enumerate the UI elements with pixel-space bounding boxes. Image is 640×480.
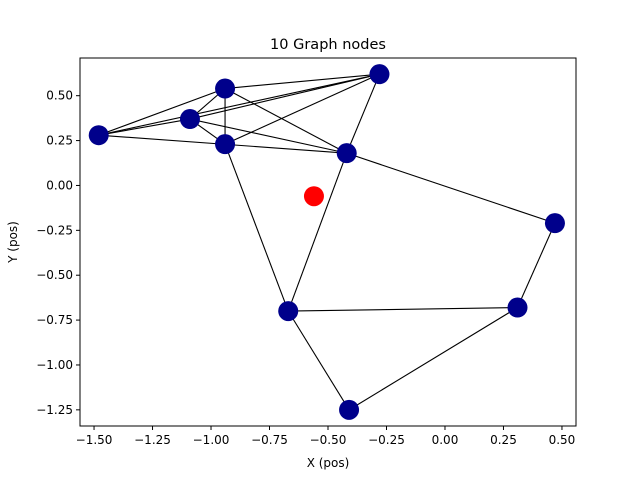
graph-node-0 (88, 125, 109, 146)
y-tick-label: −0.75 (36, 313, 73, 327)
graph-edge-2-5 (224, 88, 347, 154)
graph-edge-7-8 (288, 306, 518, 312)
x-tick-label: −0.75 (251, 433, 288, 447)
y-axis: 0.50 0.25 0.00 −0.25 −0.50 −0.75 −1.00 −1.25 (36, 89, 80, 417)
x-tick-label: −0.50 (310, 433, 347, 447)
x-tick-label: −1.00 (193, 433, 230, 447)
graph-edge-5-6 (346, 152, 556, 224)
graph-edge-2-4 (225, 73, 380, 90)
y-axis-label: Y (pos) (6, 221, 20, 264)
x-tick-label: −1.25 (134, 433, 171, 447)
graph-edge-3-8 (224, 143, 289, 312)
x-tick-label: −1.50 (76, 433, 113, 447)
graph-node-2 (215, 78, 236, 99)
x-tick-label: 0.00 (432, 433, 459, 447)
graph-edge-4-5 (346, 73, 380, 154)
graph-node-4 (369, 64, 390, 85)
graph-node-1 (179, 109, 200, 130)
y-tick-label: −0.50 (36, 268, 73, 282)
y-tick-label: 0.50 (46, 89, 73, 103)
y-tick-label: −0.25 (36, 223, 73, 237)
x-tick-label: −0.25 (368, 433, 405, 447)
graph-edge-8-9 (287, 310, 350, 411)
graph-edge-6-7 (517, 222, 556, 308)
graph-edge-1-5 (189, 118, 347, 154)
graph-edge-0-2 (98, 88, 226, 136)
chart-title: 10 Graph nodes (270, 37, 386, 53)
y-tick-label: −1.25 (36, 403, 73, 417)
nodes-layer (88, 64, 565, 420)
graph-edge-3-4 (224, 73, 380, 145)
graph-node-7 (507, 297, 528, 318)
graph-edge-1-4 (189, 73, 380, 120)
graph-node-5 (336, 143, 357, 164)
x-axis-label: X (pos) (307, 456, 350, 470)
y-tick-label: −1.00 (36, 358, 73, 372)
y-tick-label: 0.00 (46, 178, 73, 192)
graph-node-6 (544, 213, 565, 234)
graph-edge-0-4 (98, 73, 380, 136)
graph-node-3 (215, 134, 236, 155)
graph-node-9 (339, 399, 360, 420)
y-tick-label: 0.25 (46, 134, 73, 148)
graph-node-8 (278, 301, 299, 322)
x-tick-label: 0.25 (490, 433, 517, 447)
graph-edge-0-1 (98, 118, 191, 136)
x-axis: −1.50 −1.25 −1.00 −0.75 −0.50 −0.25 0.00 0.25 0.… (76, 426, 576, 447)
x-tick-label: 0.50 (549, 433, 576, 447)
graph-edge-7-9 (348, 307, 518, 411)
highlight-point (303, 186, 324, 207)
highlight-layer (303, 186, 324, 207)
graph-edge-5-8 (287, 152, 348, 312)
